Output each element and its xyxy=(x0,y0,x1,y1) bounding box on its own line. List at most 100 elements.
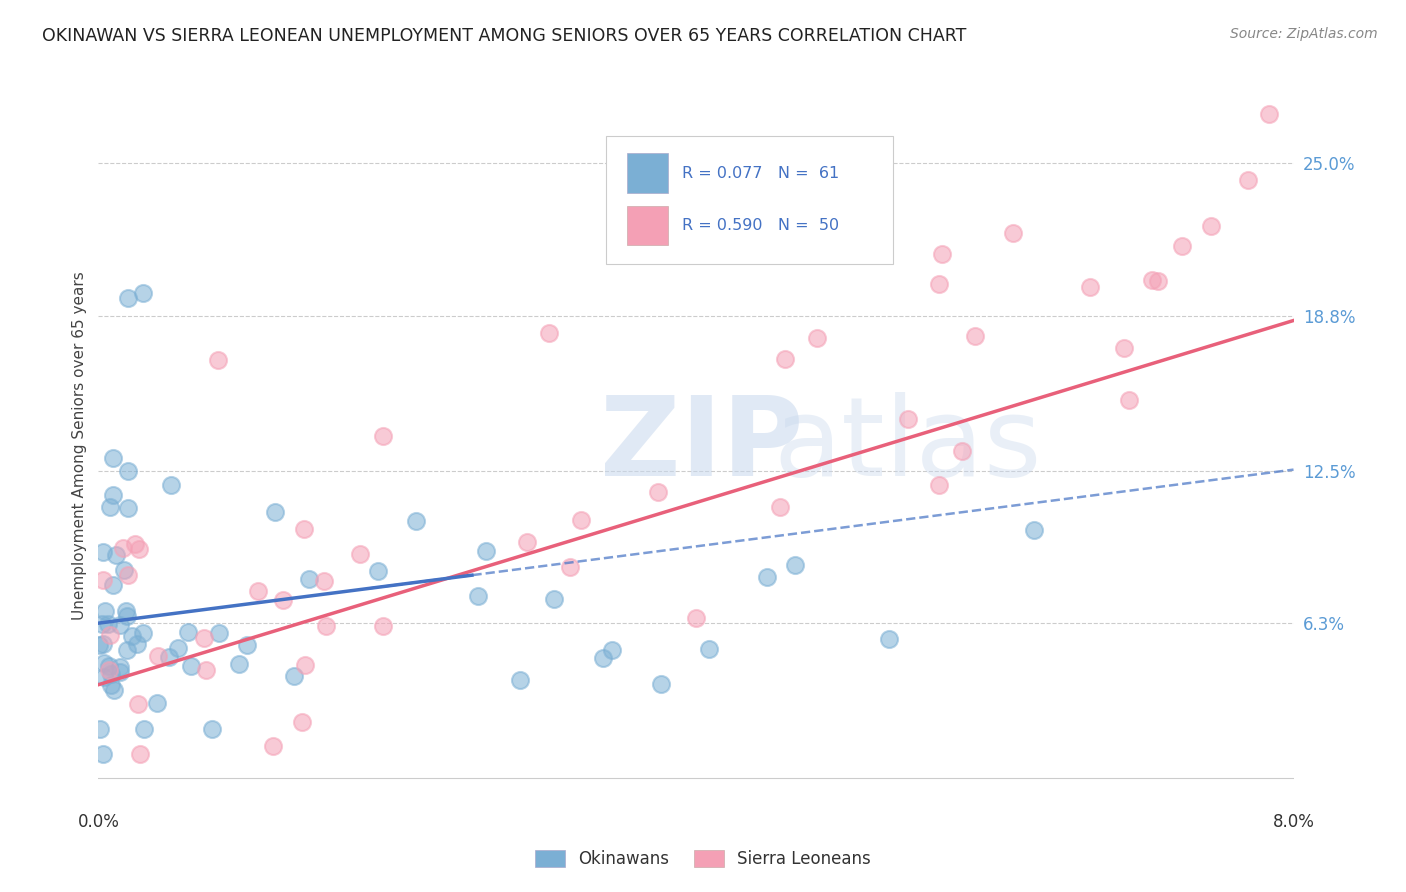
Point xyxy=(314,574,336,589)
Point xyxy=(1080,280,1102,294)
Point xyxy=(110,618,132,632)
Point xyxy=(283,669,305,683)
Point xyxy=(1114,341,1136,355)
Point xyxy=(114,605,136,619)
Point xyxy=(292,522,315,536)
Point xyxy=(207,352,229,367)
Point xyxy=(315,619,337,633)
Point xyxy=(110,660,132,674)
Point xyxy=(98,500,121,515)
Point xyxy=(128,542,150,557)
Point xyxy=(117,608,139,623)
Point xyxy=(475,544,498,558)
Point xyxy=(1258,107,1281,121)
Point xyxy=(91,747,114,761)
Point xyxy=(201,722,224,736)
Point xyxy=(928,277,950,291)
Point xyxy=(509,673,531,687)
Point xyxy=(128,747,150,761)
Point xyxy=(117,568,139,582)
Point xyxy=(108,665,131,679)
Point xyxy=(93,657,115,671)
Point xyxy=(1146,275,1168,289)
Legend: Okinawans, Sierra Leoneans: Okinawans, Sierra Leoneans xyxy=(529,843,877,875)
Point xyxy=(650,676,672,690)
Point xyxy=(115,643,138,657)
Point xyxy=(371,619,394,633)
Point xyxy=(685,611,707,625)
Point xyxy=(543,592,565,607)
Point xyxy=(103,488,125,502)
Point xyxy=(117,500,139,515)
Text: Source: ZipAtlas.com: Source: ZipAtlas.com xyxy=(1230,27,1378,41)
Point xyxy=(1002,226,1025,240)
Point xyxy=(96,616,118,631)
Point xyxy=(103,451,125,466)
Point xyxy=(87,638,110,652)
Point xyxy=(769,500,792,514)
Point xyxy=(1199,219,1222,233)
Point xyxy=(127,698,149,712)
Point xyxy=(785,558,807,573)
Point xyxy=(291,714,314,729)
Point xyxy=(264,505,287,519)
Point xyxy=(100,678,122,692)
Point xyxy=(1140,273,1163,287)
Point xyxy=(865,173,887,187)
Point xyxy=(159,478,181,492)
Point xyxy=(1118,393,1140,408)
Point xyxy=(91,544,114,558)
Point xyxy=(963,328,986,343)
Point xyxy=(177,624,200,639)
Point xyxy=(405,515,427,529)
Point xyxy=(117,464,139,478)
Point xyxy=(98,663,121,677)
Point xyxy=(877,632,900,646)
Point xyxy=(647,485,669,500)
Point xyxy=(247,584,270,599)
Point xyxy=(117,291,139,305)
Point xyxy=(180,659,202,673)
Point xyxy=(112,563,135,577)
Point xyxy=(537,326,560,340)
Point xyxy=(167,641,190,656)
Point xyxy=(236,638,259,652)
Point xyxy=(103,682,125,697)
Point xyxy=(89,722,111,736)
Point xyxy=(194,663,217,677)
Point xyxy=(931,247,953,261)
Point xyxy=(367,564,389,578)
Point xyxy=(91,637,114,651)
Point xyxy=(467,589,489,603)
FancyBboxPatch shape xyxy=(606,136,893,264)
Point xyxy=(228,657,250,671)
Point xyxy=(131,626,153,640)
Point xyxy=(132,286,155,301)
Point xyxy=(105,548,128,562)
Point xyxy=(1024,523,1046,537)
Point xyxy=(806,330,828,344)
Point xyxy=(928,477,950,491)
Point xyxy=(94,604,117,618)
Point xyxy=(97,659,120,673)
Point xyxy=(98,628,121,642)
Point xyxy=(90,617,112,632)
Point xyxy=(349,547,371,561)
Point xyxy=(371,429,394,443)
Point xyxy=(262,739,284,753)
Text: atlas: atlas xyxy=(773,392,1042,500)
Text: R = 0.077   N =  61: R = 0.077 N = 61 xyxy=(682,166,839,181)
Point xyxy=(193,631,215,645)
Point xyxy=(93,670,115,684)
Point xyxy=(207,625,229,640)
Point xyxy=(100,666,122,681)
Point xyxy=(592,650,614,665)
Point xyxy=(148,648,170,663)
Point xyxy=(516,535,538,549)
Text: OKINAWAN VS SIERRA LEONEAN UNEMPLOYMENT AMONG SENIORS OVER 65 YEARS CORRELATION : OKINAWAN VS SIERRA LEONEAN UNEMPLOYMENT … xyxy=(42,27,966,45)
Point xyxy=(1236,173,1258,187)
Point xyxy=(112,541,135,555)
Point xyxy=(697,641,720,656)
Point xyxy=(125,637,148,651)
Text: ZIP: ZIP xyxy=(600,392,804,500)
